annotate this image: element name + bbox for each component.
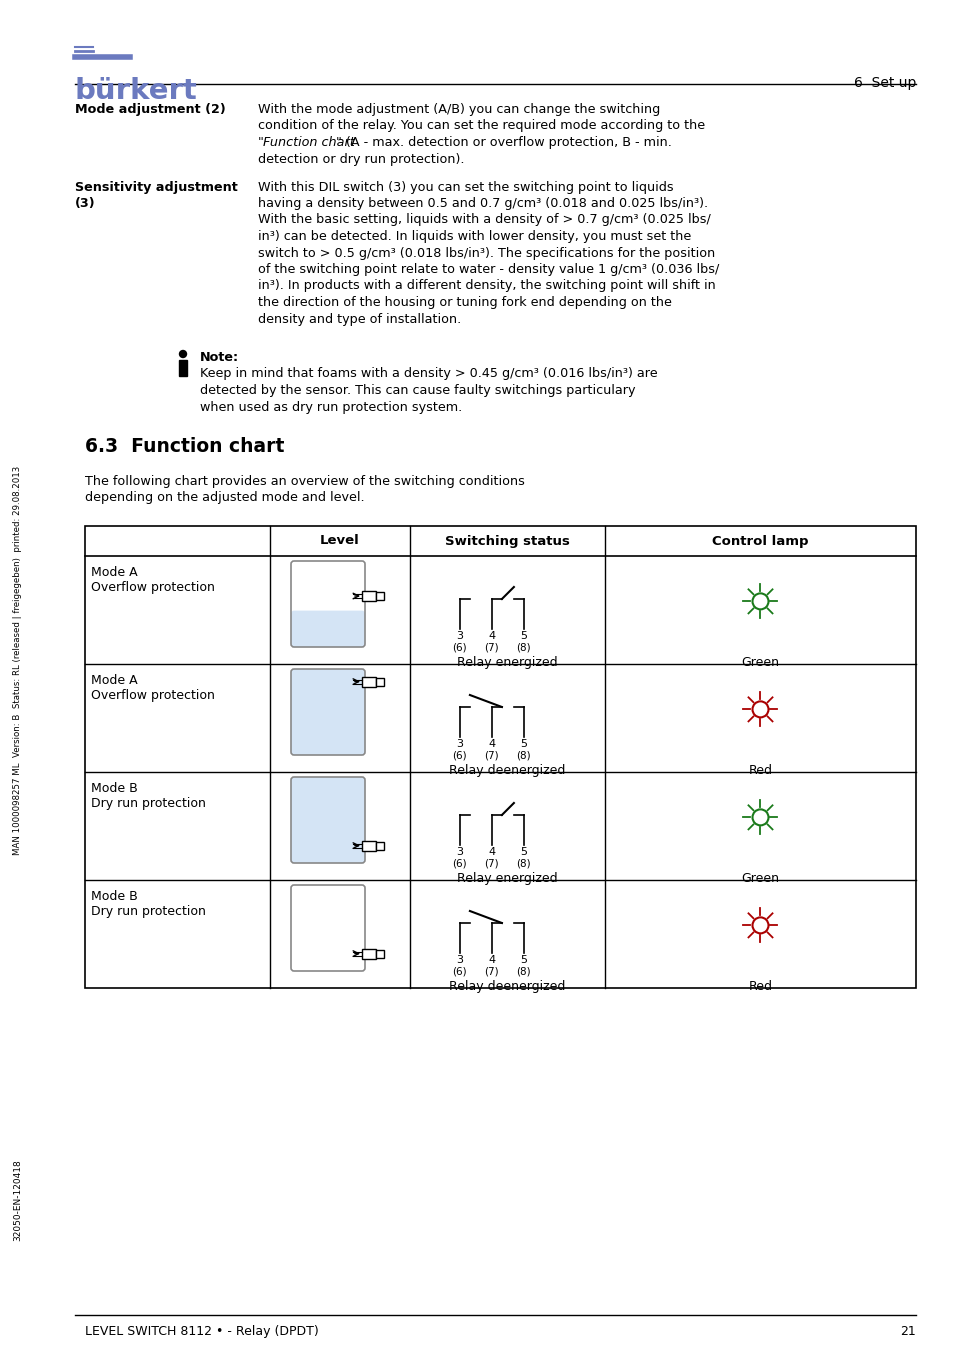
Text: With the basic setting, liquids with a density of > 0.7 g/cm³ (0.025 lbs/: With the basic setting, liquids with a d…	[257, 214, 710, 226]
Text: Keep in mind that foams with a density > 0.45 g/cm³ (0.016 lbs/in³) are: Keep in mind that foams with a density >…	[200, 367, 657, 380]
Text: 3: 3	[456, 631, 463, 642]
Circle shape	[179, 351, 186, 357]
Text: Level: Level	[320, 535, 359, 547]
Text: Dry run protection: Dry run protection	[91, 904, 206, 918]
Text: Note:: Note:	[200, 351, 239, 364]
Text: (8): (8)	[516, 967, 531, 976]
Bar	[375, 949, 384, 957]
Text: Red: Red	[748, 980, 772, 992]
Text: depending on the adjusted mode and level.: depending on the adjusted mode and level…	[85, 492, 364, 505]
Text: 32050-EN-120418: 32050-EN-120418	[13, 1159, 23, 1240]
Bar	[361, 841, 375, 850]
Text: 3: 3	[456, 956, 463, 965]
Text: Overflow protection: Overflow protection	[91, 581, 214, 594]
Text: the direction of the housing or tuning fork end depending on the: the direction of the housing or tuning f…	[257, 297, 671, 309]
Text: The following chart provides an overview of the switching conditions: The following chart provides an overview…	[85, 475, 524, 487]
Text: condition of the relay. You can set the required mode according to the: condition of the relay. You can set the …	[257, 119, 704, 133]
Text: bürkert: bürkert	[75, 77, 197, 106]
Text: 4: 4	[488, 848, 495, 857]
Text: when used as dry run protection system.: when used as dry run protection system.	[200, 401, 462, 413]
Bar	[361, 677, 375, 686]
Text: 21: 21	[900, 1326, 915, 1338]
Text: With the mode adjustment (A/B) you can change the switching: With the mode adjustment (A/B) you can c…	[257, 103, 659, 116]
Text: Switching status: Switching status	[445, 535, 569, 547]
Text: Relay energized: Relay energized	[456, 872, 558, 886]
Text: Function chart: Function chart	[263, 135, 355, 149]
Text: " (A - max. detection or overflow protection, B - min.: " (A - max. detection or overflow protec…	[335, 135, 671, 149]
Text: (6): (6)	[452, 967, 467, 976]
Text: Mode B: Mode B	[91, 890, 137, 903]
Text: 3: 3	[456, 848, 463, 857]
Bar	[361, 590, 375, 601]
Text: 3: 3	[456, 739, 463, 750]
Text: Mode A: Mode A	[91, 674, 137, 686]
Text: (8): (8)	[516, 642, 531, 653]
Bar	[375, 842, 384, 849]
Text: having a density between 0.5 and 0.7 g/cm³ (0.018 and 0.025 lbs/in³).: having a density between 0.5 and 0.7 g/c…	[257, 196, 707, 210]
FancyBboxPatch shape	[291, 669, 365, 756]
Text: (7): (7)	[484, 750, 498, 761]
Text: (8): (8)	[516, 750, 531, 761]
Text: (7): (7)	[484, 858, 498, 868]
Text: 5: 5	[519, 848, 527, 857]
Text: ": "	[257, 135, 264, 149]
FancyBboxPatch shape	[291, 611, 365, 647]
Text: in³) can be detected. In liquids with lower density, you must set the: in³) can be detected. In liquids with lo…	[257, 230, 691, 242]
Text: Overflow protection: Overflow protection	[91, 689, 214, 701]
Bar	[179, 360, 187, 376]
Text: 4: 4	[488, 956, 495, 965]
Text: LEVEL SWITCH 8112 • - Relay (DPDT): LEVEL SWITCH 8112 • - Relay (DPDT)	[85, 1326, 318, 1338]
Text: (8): (8)	[516, 858, 531, 868]
Text: (3): (3)	[75, 196, 95, 210]
Text: Control lamp: Control lamp	[712, 535, 808, 547]
Text: 4: 4	[488, 631, 495, 642]
Text: Green: Green	[740, 655, 779, 669]
Text: of the switching point relate to water - density value 1 g/cm³ (0.036 lbs/: of the switching point relate to water -…	[257, 263, 719, 276]
Text: (6): (6)	[452, 642, 467, 653]
Text: detected by the sensor. This can cause faulty switchings particulary: detected by the sensor. This can cause f…	[200, 385, 635, 397]
Bar	[375, 677, 384, 685]
Bar	[361, 949, 375, 959]
Text: 6.3  Function chart: 6.3 Function chart	[85, 437, 284, 456]
Bar	[85, 525, 915, 988]
Bar	[375, 592, 384, 600]
Text: Green: Green	[740, 872, 779, 886]
Text: MAN 1000098257 ML  Version: B  Status: RL (released | freigegeben)  printed: 29.: MAN 1000098257 ML Version: B Status: RL …	[13, 466, 23, 854]
Text: detection or dry run protection).: detection or dry run protection).	[257, 153, 464, 165]
Text: Red: Red	[748, 764, 772, 777]
Text: Mode B: Mode B	[91, 783, 137, 795]
Text: switch to > 0.5 g/cm³ (0.018 lbs/in³). The specifications for the position: switch to > 0.5 g/cm³ (0.018 lbs/in³). T…	[257, 246, 715, 260]
Text: Mode A: Mode A	[91, 566, 137, 580]
Text: density and type of installation.: density and type of installation.	[257, 313, 460, 325]
Text: Dry run protection: Dry run protection	[91, 798, 206, 810]
Text: (7): (7)	[484, 967, 498, 976]
Text: Sensitivity adjustment: Sensitivity adjustment	[75, 180, 237, 194]
Text: (6): (6)	[452, 858, 467, 868]
Text: 5: 5	[519, 956, 527, 965]
Text: Relay deenergized: Relay deenergized	[449, 764, 565, 777]
Text: With this DIL switch (3) you can set the switching point to liquids: With this DIL switch (3) you can set the…	[257, 180, 673, 194]
Text: (7): (7)	[484, 642, 498, 653]
Text: in³). In products with a different density, the switching point will shift in: in³). In products with a different densi…	[257, 279, 715, 292]
Text: 6  Set up: 6 Set up	[853, 76, 915, 89]
FancyBboxPatch shape	[291, 777, 365, 862]
Text: 5: 5	[519, 631, 527, 642]
Text: Relay deenergized: Relay deenergized	[449, 980, 565, 992]
Text: 5: 5	[519, 739, 527, 750]
Text: Mode adjustment (2): Mode adjustment (2)	[75, 103, 226, 116]
Text: (6): (6)	[452, 750, 467, 761]
Text: Relay energized: Relay energized	[456, 655, 558, 669]
Text: 4: 4	[488, 739, 495, 750]
